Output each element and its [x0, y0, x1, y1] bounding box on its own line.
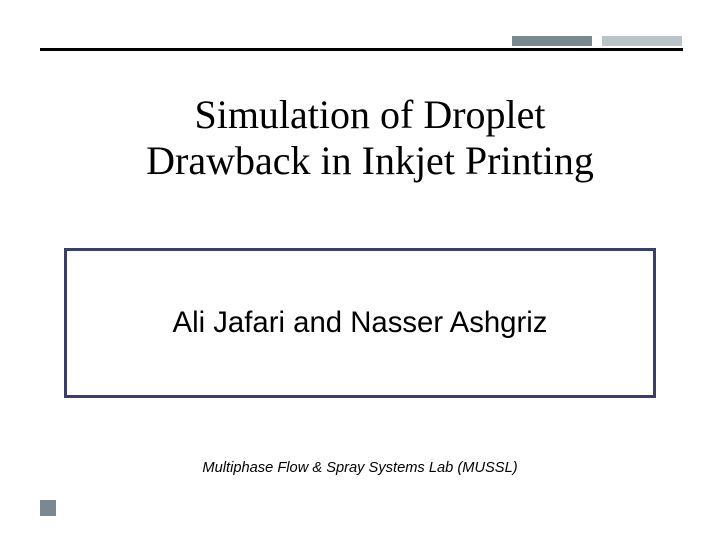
title-line-2: Drawback in Inkjet Printing — [146, 138, 594, 183]
header-rule — [40, 48, 683, 51]
authors-text: Ali Jafari and Nasser Ashgriz — [173, 306, 548, 340]
footer-text: Multiphase Flow & Spray Systems Lab (MUS… — [175, 460, 545, 476]
title-block: Simulation of Droplet Drawback in Inkjet… — [120, 92, 620, 184]
title-line-1: Simulation of Droplet — [194, 92, 545, 137]
authors-box: Ali Jafari and Nasser Ashgriz — [64, 248, 656, 398]
accent-bar-1 — [512, 36, 592, 46]
accent-bar-2 — [602, 36, 682, 46]
slide-root: Simulation of Droplet Drawback in Inkjet… — [0, 0, 720, 540]
corner-square-decoration — [40, 500, 56, 516]
